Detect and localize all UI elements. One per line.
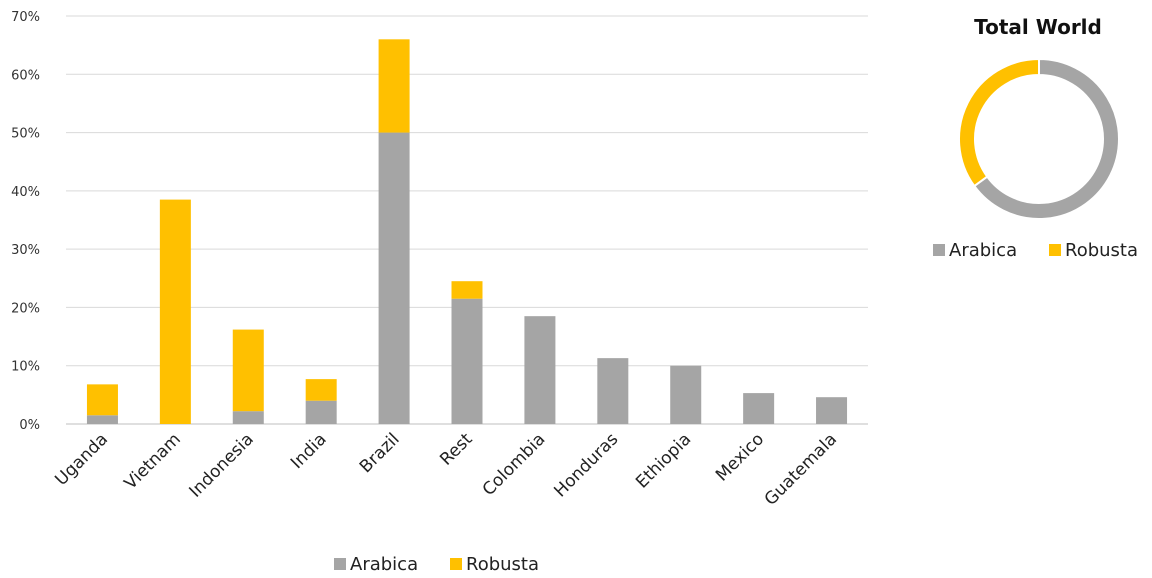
bar-robusta-indonesia [232, 329, 264, 412]
stacked-bar-chart: 0%10%20%30%40%50%60%70% Uganda Vietnam Ind… [11, 10, 868, 575]
bar-arabica-uganda [86, 415, 118, 424]
legend-swatch-arabica [334, 558, 346, 570]
y-axis-ticks: 0% 10% 20% 30% 40% 50% 60% 70% [11, 10, 40, 433]
donut-slice-robusta [958, 57, 1040, 188]
donut-title: Total World [974, 15, 1102, 39]
bar-arabica-indonesia [232, 411, 264, 424]
y-tick-label: 20% [11, 301, 40, 316]
bars [86, 39, 848, 425]
legend-label-arabica: Arabica [350, 554, 418, 575]
bar-robusta-rest [451, 281, 483, 299]
donut-legend: Arabica Robusta [933, 240, 1138, 261]
donut-slices [958, 57, 1120, 220]
bar-arabica-mexico [743, 393, 775, 424]
y-tick-label: 10% [11, 360, 40, 375]
y-tick-label: 40% [11, 185, 40, 200]
y-tick-label: 70% [11, 10, 40, 25]
y-tick-label: 50% [11, 127, 40, 142]
legend-swatch-robusta [450, 558, 462, 570]
bar-robusta-vietnam [159, 199, 191, 424]
bar-arabica-honduras [597, 358, 629, 424]
bar-arabica-colombia [524, 316, 556, 424]
donut-legend-swatch-arabica [933, 244, 945, 256]
legend-label-robusta: Robusta [466, 554, 539, 575]
donut-legend-label-arabica: Arabica [949, 240, 1017, 261]
donut-legend-label-robusta: Robusta [1065, 240, 1138, 261]
bar-arabica-guatemala [816, 397, 848, 424]
bar-robusta-uganda [86, 384, 118, 416]
y-tick-label: 0% [19, 418, 40, 433]
bar-arabica-india [305, 400, 337, 424]
bar-arabica-rest [451, 298, 483, 424]
bar-arabica-brazil [378, 132, 410, 425]
y-tick-label: 60% [11, 68, 40, 83]
bar-arabica-ethiopia [670, 365, 702, 424]
bar-robusta-brazil [378, 39, 410, 133]
y-tick-label: 30% [11, 243, 40, 258]
bar-robusta-india [305, 379, 337, 401]
donut-legend-swatch-robusta [1049, 244, 1061, 256]
legend: Arabica Robusta [334, 554, 539, 575]
